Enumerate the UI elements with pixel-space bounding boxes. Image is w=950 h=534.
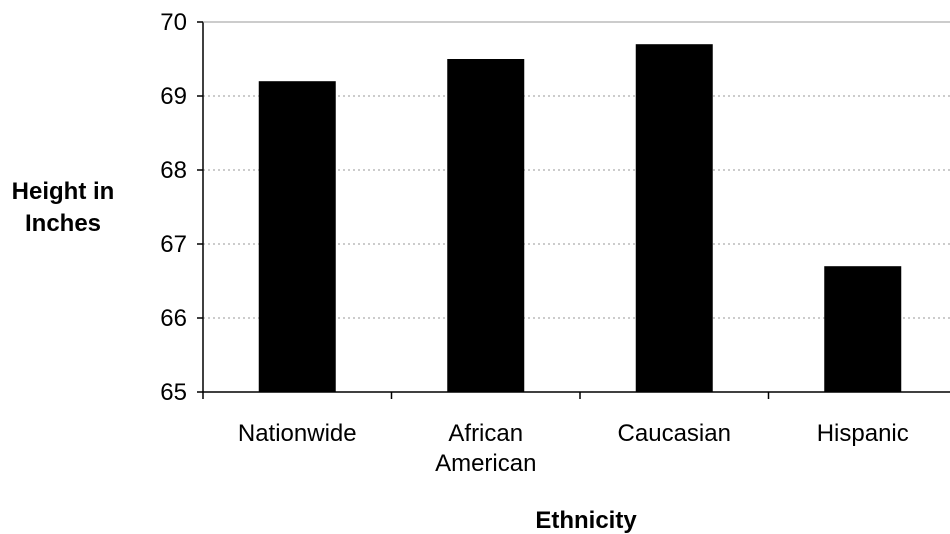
y-axis-title: Height in Inches	[12, 178, 115, 237]
y-tick-labels: 65 66 67 68 69 70	[160, 9, 187, 406]
bar	[636, 44, 713, 392]
y-tick-label: 70	[160, 9, 187, 36]
y-tick-label: 69	[160, 83, 187, 110]
bar	[447, 59, 524, 392]
x-category-label: African American	[435, 420, 536, 477]
y-tick-label: 66	[160, 305, 187, 332]
x-category-label: Caucasian	[618, 420, 731, 447]
x-axis-title: Ethnicity	[535, 507, 637, 534]
bar	[824, 266, 901, 392]
x-category-label: Nationwide	[238, 420, 357, 447]
bar	[259, 81, 336, 392]
y-tick-label: 65	[160, 379, 187, 406]
x-category-label: Hispanic	[817, 420, 909, 447]
y-tick-label: 68	[160, 157, 187, 184]
y-tick-label: 67	[160, 231, 187, 258]
x-category-labels: Nationwide African American Caucasian Hispan…	[238, 420, 909, 477]
